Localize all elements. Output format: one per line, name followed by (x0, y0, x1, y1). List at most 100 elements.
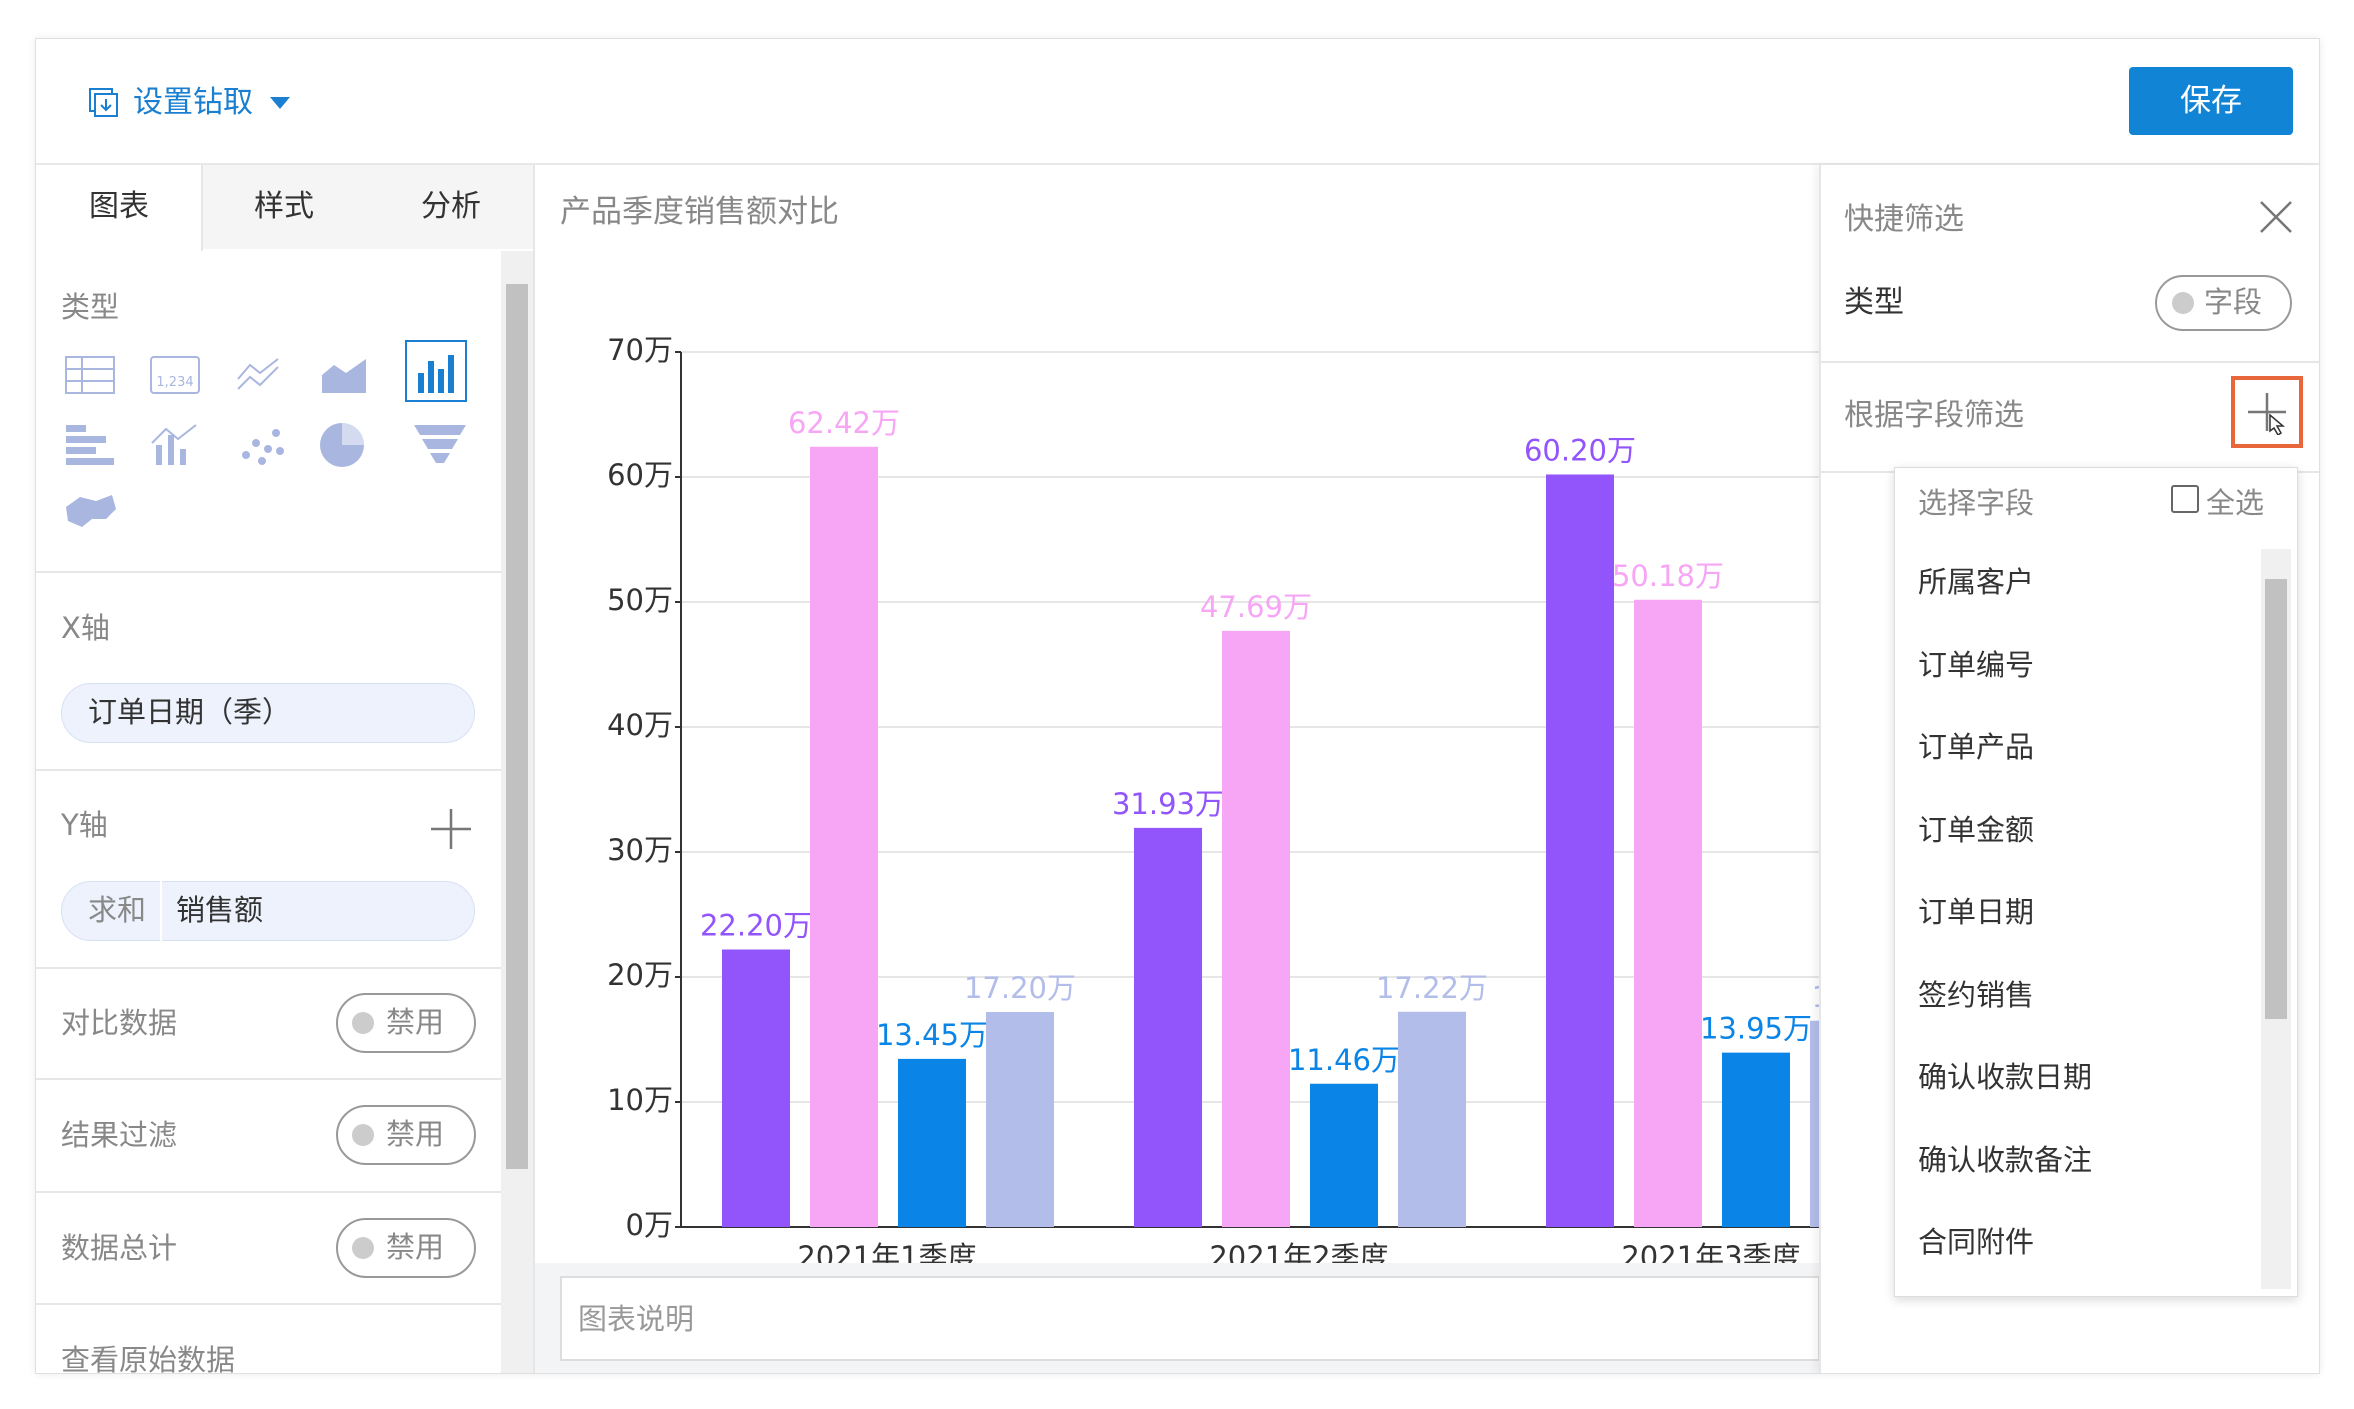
bar (1810, 1020, 1819, 1227)
chart: 0万 10万 20万 30万 40万 50万 60万 70万 2021年1季度 22.20万 62.… (607, 333, 1819, 1263)
chart-type-icons[interactable]: 1,234 (56, 339, 516, 559)
add-filter-button[interactable] (2231, 376, 2303, 448)
dropdown-header: 选择字段 (1918, 486, 2035, 520)
dropdown-item[interactable]: 订单编号 (1918, 647, 2035, 682)
type-toggle-state: 字段 (2204, 285, 2263, 319)
toggle-label: 对比数据 (61, 1006, 178, 1040)
divider (36, 1078, 533, 1080)
pill-separator (160, 881, 162, 941)
value-label: 13.95万 (1700, 1012, 1812, 1046)
x-tick-label: 2021年3季度 (1621, 1240, 1800, 1263)
value-label: 13.45万 (876, 1018, 988, 1052)
field-filter-label: 根据字段筛选 (1844, 398, 2024, 433)
add-y-button[interactable] (429, 807, 473, 851)
divider (1821, 361, 2319, 363)
value-label: 11.46万 (1288, 1043, 1400, 1077)
app-frame: 设置钻取 保存 图表 样式 分析 类型 1,234 X轴 订单日期（季） Y轴 … (35, 38, 2320, 1374)
bar (1310, 1083, 1378, 1227)
bar (810, 446, 878, 1227)
y-tick-label: 10万 (607, 1083, 673, 1117)
bar (722, 949, 790, 1227)
dropdown-item[interactable]: 所属客户 (1918, 565, 2035, 599)
bar (1398, 1011, 1466, 1227)
value-label: 62.42万 (788, 406, 900, 440)
add-filter-icon (2248, 393, 2286, 435)
dropdown-item[interactable]: 签约销售 (1918, 977, 2035, 1012)
tab[interactable]: 分析 (421, 189, 481, 224)
y-tick-label: 0万 (626, 1208, 673, 1242)
dropdown-item[interactable]: 确认收款备注 (1918, 1142, 2093, 1177)
tab[interactable]: 图表 (89, 189, 149, 224)
x-tick-label: 2021年2季度 (1209, 1240, 1388, 1263)
bar (1722, 1052, 1790, 1227)
drill-caret[interactable] (268, 95, 292, 111)
x-field: 订单日期（季） (88, 695, 292, 729)
select-all-label[interactable]: 全选 (2206, 486, 2265, 520)
dropdown-item[interactable]: 订单产品 (1918, 730, 2035, 764)
toggle-state: 禁用 (386, 1230, 445, 1264)
left-border (533, 165, 535, 1373)
section-label: Y轴 (61, 808, 108, 842)
y-field-pill[interactable] (61, 881, 475, 941)
raw-data-link[interactable]: 查看原始数据 (61, 1343, 236, 1374)
description-placeholder: 图表说明 (578, 1302, 695, 1336)
dropdown-item[interactable]: 确认收款日期 (1918, 1060, 2093, 1094)
y-field: 销售额 (176, 893, 264, 927)
y-tick-label: 60万 (607, 458, 673, 492)
y-tick-label: 40万 (607, 708, 673, 742)
bar (986, 1012, 1054, 1227)
value-label: 17.20万 (964, 971, 1076, 1005)
bar (1546, 474, 1614, 1227)
value-label: 17.22万 (1376, 971, 1488, 1005)
left-scroll-thumb[interactable] (506, 284, 528, 1169)
y-tick-label: 30万 (607, 833, 673, 867)
value-label: 60.20万 (1524, 434, 1636, 468)
drill-icon (89, 88, 118, 117)
dropdown-scroll-thumb[interactable] (2265, 579, 2287, 1019)
y-tick-label: 50万 (607, 583, 673, 617)
divider (36, 967, 533, 969)
divider (36, 1303, 533, 1305)
select-all-checkbox[interactable] (2171, 485, 2199, 513)
close-button[interactable] (2258, 199, 2294, 235)
value-label: 50.18万 (1612, 559, 1724, 593)
bar (1222, 630, 1290, 1227)
divider (36, 1191, 533, 1193)
value-label: 47.69万 (1200, 590, 1312, 624)
section-label: X轴 (61, 611, 110, 645)
chart-title: 产品季度销售额对比 (560, 194, 839, 230)
tab-active[interactable] (36, 165, 203, 251)
type-label: 类型 (1844, 285, 1904, 320)
toggle-dot (352, 1237, 374, 1259)
bar (898, 1058, 966, 1227)
value-label: 22.20万 (700, 909, 812, 943)
svg-text:1,234: 1,234 (156, 375, 193, 390)
value-label: 31.93万 (1112, 787, 1224, 821)
y-tick-label: 20万 (607, 958, 673, 992)
dropdown-item[interactable]: 订单金额 (1918, 812, 2035, 847)
dropdown-item[interactable]: 订单日期 (1918, 895, 2035, 929)
divider (36, 769, 533, 771)
y-tick-label: 70万 (607, 333, 673, 367)
x-tick-label: 2021年1季度 (797, 1240, 976, 1263)
value-label: 16.5 (1812, 980, 1819, 1014)
toggle-dot (352, 1012, 374, 1034)
x-field-pill[interactable] (61, 683, 475, 743)
toggle-state: 禁用 (386, 1005, 445, 1039)
header-divider (36, 163, 2319, 165)
bar (1634, 599, 1702, 1227)
toggle-dot (2172, 292, 2194, 314)
toggle-dot (352, 1124, 374, 1146)
y-agg: 求和 (88, 893, 147, 927)
dropdown-item[interactable]: 合同附件 (1918, 1225, 2035, 1259)
tab[interactable]: 样式 (254, 189, 314, 224)
divider (36, 571, 533, 573)
save-button[interactable]: 保存 (2129, 67, 2293, 135)
toggle-label: 结果过滤 (61, 1118, 178, 1152)
toggle-label: 数据总计 (61, 1231, 178, 1265)
section-label: 类型 (61, 290, 120, 324)
drill-label[interactable]: 设置钻取 (133, 85, 253, 120)
toggle-state: 禁用 (386, 1117, 445, 1151)
field-dropdown (1894, 467, 2298, 1297)
description-input[interactable] (560, 1276, 1820, 1361)
